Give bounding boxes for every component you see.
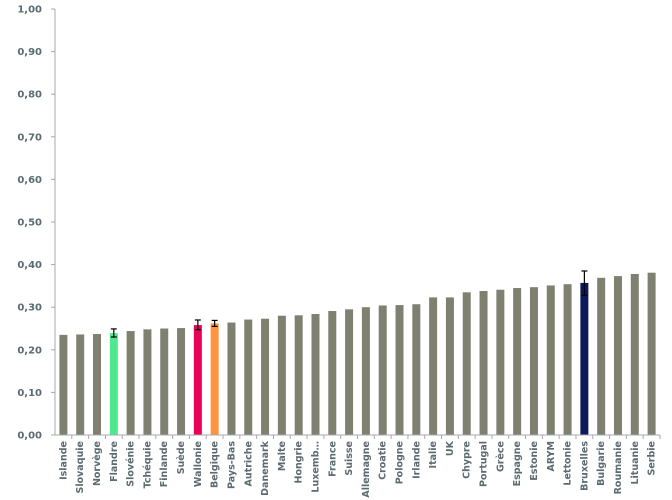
bar bbox=[378, 305, 387, 435]
y-tick-label: 0,30 bbox=[17, 303, 42, 314]
bar bbox=[59, 334, 68, 435]
x-tick-label: Slovénie bbox=[126, 441, 137, 487]
x-tick-label: Pologne bbox=[395, 441, 406, 484]
bar bbox=[529, 287, 538, 435]
x-axis: Islande Slovaquie Norvège Flandre Slovénie Tc… bbox=[55, 434, 661, 498]
bar bbox=[126, 331, 135, 435]
x-tick-label: Serbie bbox=[647, 441, 658, 475]
bar bbox=[277, 315, 286, 435]
error-bars bbox=[110, 270, 588, 338]
bar bbox=[76, 334, 85, 435]
x-tick-label: Pays-Bas bbox=[226, 441, 237, 489]
x-tick-label: Lettonie bbox=[563, 441, 574, 486]
x-tick-label: Espagne bbox=[512, 441, 523, 486]
x-tick-label: Flandre bbox=[109, 441, 120, 482]
x-tick-label: Estonie bbox=[529, 441, 540, 481]
bar bbox=[496, 289, 505, 435]
bar bbox=[109, 333, 118, 435]
x-tick-label: Italie bbox=[428, 441, 439, 468]
bar bbox=[311, 314, 320, 435]
bar bbox=[597, 277, 606, 435]
bar bbox=[328, 311, 337, 435]
bar bbox=[177, 328, 186, 435]
bar bbox=[345, 309, 354, 435]
x-tick-label: Suisse bbox=[344, 441, 355, 476]
x-tick-label: Suède bbox=[176, 441, 187, 474]
x-tick-label: Slovaquie bbox=[75, 441, 86, 494]
x-tick-label: Wallonie bbox=[193, 441, 204, 487]
bar bbox=[160, 328, 169, 435]
x-tick-label: Roumanie bbox=[613, 441, 624, 494]
y-tick-label: 0,80 bbox=[17, 90, 42, 101]
y-tick-label: 0,10 bbox=[17, 388, 42, 399]
bar bbox=[227, 322, 236, 435]
x-tick-label: Danemark bbox=[260, 440, 271, 495]
x-tick-label: Grèce bbox=[495, 441, 506, 472]
bar bbox=[395, 305, 404, 435]
x-tick-label: France bbox=[327, 441, 338, 477]
x-tick-label: Tchéquie bbox=[142, 441, 153, 488]
bar bbox=[429, 297, 438, 435]
y-tick-label: 0,50 bbox=[17, 218, 42, 229]
bar bbox=[361, 307, 370, 435]
x-tick-label: Norvège bbox=[92, 441, 103, 486]
x-tick-label: Belgique bbox=[210, 441, 221, 488]
x-tick-label: Chypre bbox=[462, 441, 473, 479]
bar bbox=[193, 325, 202, 435]
x-tick-label: Hongrie bbox=[294, 441, 305, 483]
x-tick-label: ARYM bbox=[546, 441, 557, 471]
x-tick-label: Bruxelles bbox=[579, 441, 590, 491]
bar bbox=[546, 285, 555, 435]
y-tick-label: 0,40 bbox=[17, 260, 42, 271]
bar bbox=[479, 291, 488, 435]
bar bbox=[294, 315, 303, 435]
x-tick-label: Irlande bbox=[411, 441, 422, 479]
bar bbox=[210, 323, 219, 435]
bar bbox=[261, 318, 270, 435]
x-tick-label: Luxemb… bbox=[310, 441, 321, 493]
y-tick-label: 0,70 bbox=[17, 132, 42, 143]
x-tick-label: Allemagne bbox=[361, 441, 372, 498]
y-tick-label: 0,60 bbox=[17, 175, 42, 186]
y-axis: 0,00 0,10 0,20 0,30 0,40 0,50 0,60 0,70 0,80 0,90… bbox=[17, 5, 56, 442]
bar bbox=[412, 304, 421, 435]
bar bbox=[445, 297, 454, 435]
bars bbox=[59, 272, 656, 435]
y-tick-label: 0,20 bbox=[17, 345, 42, 356]
x-tick-label: Autriche bbox=[243, 441, 254, 486]
bar bbox=[613, 276, 622, 435]
x-tick-label: Malte bbox=[277, 441, 288, 471]
y-tick-label: 0,00 bbox=[17, 431, 42, 442]
x-tick-label: UK bbox=[445, 440, 456, 456]
bar bbox=[563, 284, 572, 435]
bar bbox=[513, 288, 522, 435]
bar bbox=[580, 282, 589, 435]
x-tick-label: Lituanie bbox=[630, 441, 641, 485]
x-tick-label: Portugal bbox=[479, 441, 490, 487]
bar bbox=[244, 319, 253, 435]
x-tick-label: Islande bbox=[58, 441, 69, 480]
x-tick-label: Croatie bbox=[378, 441, 389, 480]
x-tick-label: Bulgarie bbox=[596, 441, 607, 486]
bar bbox=[647, 272, 656, 435]
bar bbox=[462, 292, 471, 435]
x-tick-label: Finlande bbox=[159, 441, 170, 487]
y-tick-label: 1,00 bbox=[17, 5, 42, 16]
bar bbox=[143, 329, 152, 435]
bar bbox=[630, 273, 639, 435]
bar bbox=[93, 334, 102, 435]
y-tick-label: 0,90 bbox=[17, 47, 42, 58]
